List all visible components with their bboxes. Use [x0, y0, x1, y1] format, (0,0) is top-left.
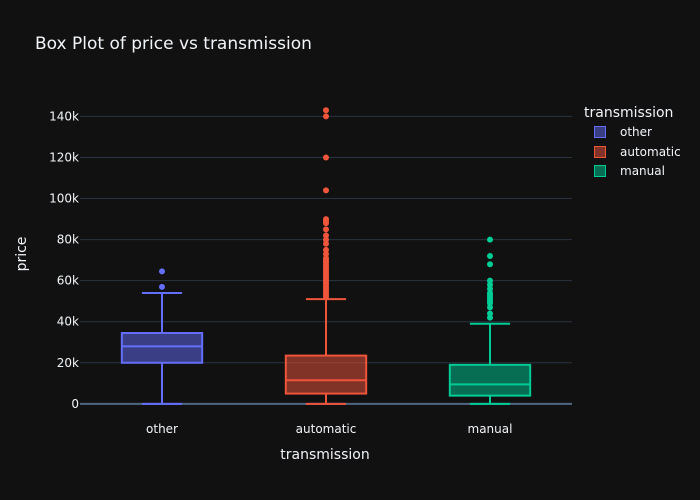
y-tick-label: 40k	[57, 315, 79, 329]
outlier-point	[323, 187, 329, 194]
iqr-box	[448, 363, 532, 397]
outlier-point	[487, 253, 493, 260]
legend-item-manual[interactable]: manual	[594, 162, 665, 180]
box-manual	[448, 236, 532, 405]
y-tick-label: 140k	[49, 109, 79, 123]
y-tick-label: 0	[71, 397, 79, 411]
iqr-box	[120, 332, 204, 364]
outlier-point	[159, 268, 165, 275]
legend-label: manual	[620, 164, 665, 178]
outlier-point	[487, 310, 493, 317]
y-tick-label: 60k	[57, 274, 79, 288]
legend-title: transmission	[584, 105, 674, 121]
outlier-point	[487, 304, 493, 311]
outlier-point	[323, 240, 329, 247]
chart-title: Box Plot of price vs transmission	[35, 34, 312, 54]
outlier-point	[323, 250, 329, 257]
legend-label: automatic	[620, 144, 681, 159]
outlier-point	[323, 216, 329, 223]
y-tick-label: 20k	[57, 356, 79, 370]
outlier-point	[323, 113, 329, 120]
box-automatic	[284, 107, 368, 405]
legend-label: other	[620, 125, 652, 139]
x-tick-label: automatic	[296, 422, 357, 436]
y-tick-label: 100k	[49, 192, 79, 206]
outlier-point	[487, 314, 493, 321]
y-tick-label: 120k	[49, 150, 79, 164]
outlier-point	[323, 236, 329, 243]
outlier-point	[323, 226, 329, 233]
outlier-point	[487, 289, 493, 296]
legend-swatch	[594, 126, 606, 138]
y-axis-title: price	[14, 236, 30, 272]
outlier-point	[487, 285, 493, 292]
legend-item-other[interactable]: other	[594, 123, 652, 141]
legend-item-automatic[interactable]: automatic	[594, 143, 681, 161]
outlier-point	[323, 232, 329, 239]
outlier-point	[487, 236, 493, 243]
outlier-point	[323, 154, 329, 161]
outlier-point	[323, 255, 329, 262]
x-tick-label: manual	[468, 422, 513, 436]
x-tick-label: other	[146, 422, 178, 436]
x-axis-title: transmission	[280, 447, 370, 463]
iqr-box	[284, 354, 368, 395]
outlier-point	[323, 246, 329, 253]
outlier-point	[487, 261, 493, 268]
legend-swatch	[594, 165, 606, 177]
y-tick-label: 80k	[57, 233, 79, 247]
outlier-point	[487, 277, 493, 284]
outlier-point	[323, 107, 329, 114]
legend-swatch	[594, 145, 606, 158]
box-other	[120, 268, 204, 405]
outlier-point	[487, 281, 493, 288]
outlier-point	[159, 283, 165, 290]
